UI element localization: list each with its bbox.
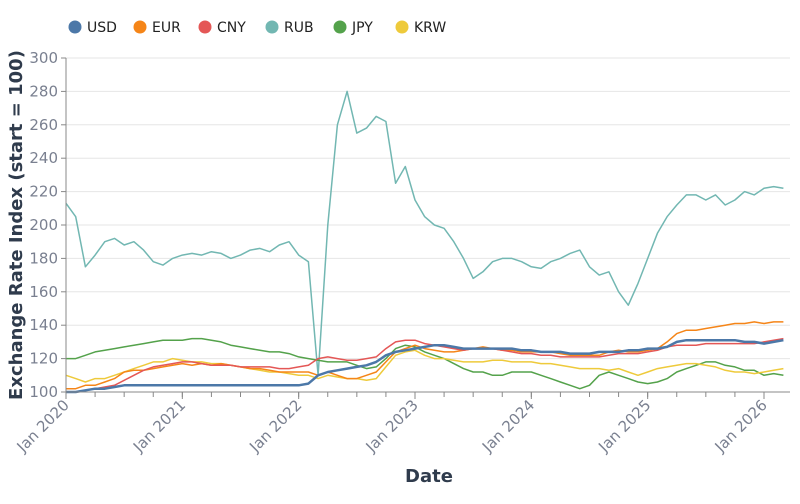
y-tick-label: 260	[29, 116, 58, 134]
x-tick-label: Jan 2021	[129, 396, 189, 456]
legend-item-jpy: JPY	[333, 20, 373, 36]
x-tick-label: Jan 2022	[245, 396, 305, 456]
series-lines	[65, 90, 784, 394]
legend-swatch	[265, 20, 279, 34]
legend-swatch	[68, 20, 82, 34]
y-tick-label: 160	[29, 283, 58, 301]
grid	[66, 57, 790, 393]
legend-item-eur: EUR	[133, 20, 181, 36]
legend-swatch	[133, 20, 147, 34]
legend-label: EUR	[152, 20, 181, 36]
y-tick-label: 200	[29, 216, 58, 234]
legend-swatch	[333, 20, 347, 34]
legend: USD EUR CNY RUB JPY KRW	[68, 20, 446, 36]
y-tick-label: 120	[29, 350, 58, 368]
legend-label: KRW	[414, 20, 446, 36]
series-line-eur	[66, 321, 784, 390]
axes: 100 120 140 160 180 200 220 240 260 280 300 Jan 202…	[13, 49, 790, 456]
y-axis-title: Exchange Rate Index (start = 100)	[6, 50, 27, 400]
legend-item-usd: USD	[68, 20, 117, 36]
legend-swatch	[395, 20, 409, 34]
y-tick-label: 240	[29, 149, 58, 167]
y-tick-label: 280	[29, 82, 58, 100]
y-tick-label: 300	[29, 49, 58, 67]
legend-label: JPY	[351, 20, 373, 36]
legend-label: CNY	[217, 20, 246, 36]
y-tick-label: 180	[29, 249, 58, 267]
x-tick-label: Jan 2025	[594, 396, 654, 456]
legend-swatch	[198, 20, 212, 34]
legend-label: USD	[87, 20, 117, 36]
legend-item-rub: RUB	[265, 20, 314, 36]
x-tick-label: Jan 2026	[711, 396, 771, 456]
x-tick-label: Jan 2024	[478, 396, 538, 456]
legend-label: RUB	[284, 20, 314, 36]
legend-item-cny: CNY	[198, 20, 246, 36]
y-tick-label: 220	[29, 183, 58, 201]
series-line-rub	[65, 90, 784, 377]
x-tick-label: Jan 2020	[13, 396, 73, 456]
y-tick-label: 140	[29, 316, 58, 334]
legend-item-krw: KRW	[395, 20, 446, 36]
x-tick-label: Jan 2023	[362, 396, 422, 456]
x-axis-title: Date	[405, 466, 453, 487]
y-tick-label: 100	[29, 383, 58, 401]
series-line-jpy	[66, 337, 784, 390]
series-line-usd	[66, 338, 784, 394]
series-line-krw	[65, 349, 784, 383]
